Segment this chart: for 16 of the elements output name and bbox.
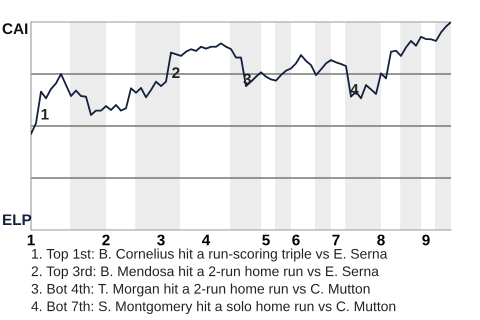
annotation: 1 (42, 109, 49, 120)
text: CAI (2, 23, 28, 34)
x-tick-label: 4 (202, 234, 210, 246)
x-tick-label: 8 (377, 234, 385, 246)
x-tick-label: 1 (28, 234, 35, 246)
text: 2. Top 3rd: B. Mendosa hit a 2-run home run vs E. Serna (32, 266, 379, 279)
text: 4. Bot 7th: S. Montgomery hit a solo home run vs C. Mutton (31, 301, 396, 314)
x-tick-label: 3 (157, 234, 165, 246)
annotation: ELP (3, 214, 32, 225)
x-tick-label: 5 (262, 234, 270, 246)
x-tick-label: 7 (332, 234, 340, 246)
text: 3. Bot 4th: T. Morgan hit a 2-run home run vs C. Mutton (32, 284, 370, 296)
text: 1. Top 1st: B. Cornelius hit a run-scoring triple vs E. Serna (32, 248, 388, 262)
x-tick-label: 9 (422, 234, 430, 246)
x-tick-label: 6 (292, 234, 300, 246)
x-tick-label: 2 (102, 234, 110, 246)
